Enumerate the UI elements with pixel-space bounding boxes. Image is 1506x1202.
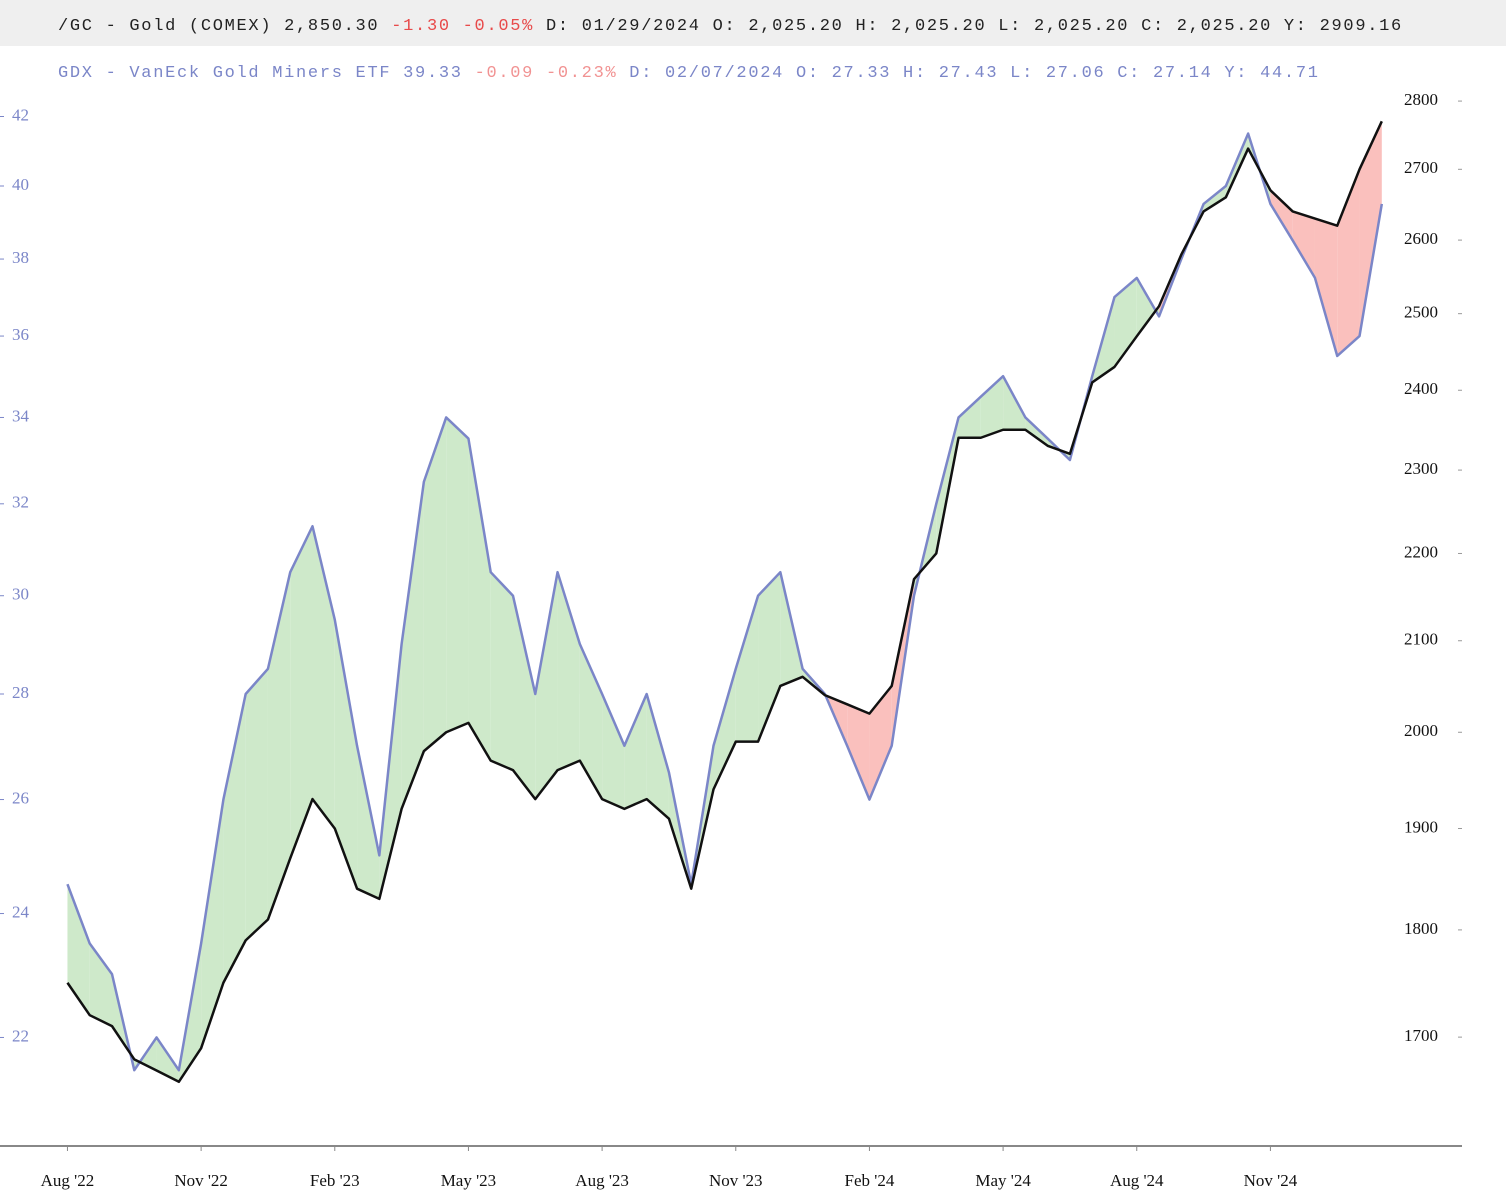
y-tick-label: 28 bbox=[12, 683, 29, 702]
series-name: /GC - Gold (COMEX) bbox=[58, 17, 272, 36]
y2-tick-label: 2400 bbox=[1404, 379, 1438, 398]
spread-fill bbox=[557, 572, 580, 771]
spread-fill bbox=[290, 526, 313, 859]
x-tick-label: Feb '24 bbox=[845, 1171, 895, 1190]
spread-fill bbox=[602, 693, 625, 809]
spread-fill bbox=[401, 481, 424, 809]
spread-fill bbox=[735, 595, 759, 742]
spread-fill bbox=[512, 595, 536, 800]
y-tick-label: 34 bbox=[12, 406, 30, 425]
spread-fill bbox=[1114, 277, 1137, 367]
y2-tick-label: 2100 bbox=[1404, 630, 1438, 649]
quote-line: GDX - VanEck Gold Miners ETF 39.33 -0.09 -0… bbox=[58, 64, 1320, 83]
y2-tick-label: 2800 bbox=[1404, 90, 1438, 109]
spread-fill bbox=[67, 884, 90, 1016]
x-tick-label: Aug '22 bbox=[41, 1171, 95, 1190]
y-tick-label: 32 bbox=[12, 493, 29, 512]
spread-fill bbox=[646, 693, 669, 819]
y-tick-label: 22 bbox=[12, 1026, 29, 1045]
series-line bbox=[66, 120, 1383, 1084]
quote-open: O: 27.33 bbox=[796, 64, 891, 83]
x-tick-label: Nov '24 bbox=[1244, 1171, 1298, 1190]
spread-fill bbox=[468, 438, 491, 761]
y2-tick-label: 2700 bbox=[1404, 158, 1438, 177]
quote-last: 2,850.30 bbox=[284, 17, 379, 36]
spread-fill bbox=[334, 619, 358, 889]
quote-change: -0.09 bbox=[475, 64, 535, 83]
spread-fill bbox=[958, 396, 981, 438]
spread-fill bbox=[1136, 277, 1160, 337]
quote-close: C: 27.14 bbox=[1117, 64, 1212, 83]
y-tick-label: 30 bbox=[12, 585, 29, 604]
quote-prev: Y: 2909.16 bbox=[1284, 17, 1403, 36]
spread-fill bbox=[357, 745, 380, 899]
spread-fill bbox=[89, 943, 113, 1027]
y-tick-label: 42 bbox=[12, 105, 29, 124]
series-name: GDX - VanEck Gold Miners ETF bbox=[58, 64, 391, 83]
spread-fill bbox=[1292, 211, 1315, 278]
spread-fill bbox=[446, 417, 469, 733]
spread-fill bbox=[156, 1037, 179, 1082]
y2-tick-label: 2200 bbox=[1404, 542, 1438, 561]
spread-fill bbox=[1314, 218, 1338, 356]
quote-low: L: 27.06 bbox=[1010, 64, 1105, 83]
spread-fill bbox=[201, 799, 224, 1049]
x-tick-label: Aug '23 bbox=[575, 1171, 629, 1190]
quote-change-pct: -0.23% bbox=[546, 64, 617, 83]
spread-fill bbox=[1270, 190, 1293, 241]
quote-high: H: 2,025.20 bbox=[855, 17, 986, 36]
spread-fill bbox=[312, 526, 335, 829]
y-tick-label: 38 bbox=[12, 248, 29, 267]
quote-prev: Y: 44.71 bbox=[1224, 64, 1319, 83]
spread-fill bbox=[847, 704, 870, 800]
spread-fill bbox=[267, 572, 291, 920]
y2-tick-label: 2300 bbox=[1404, 459, 1438, 478]
x-tick-label: May '24 bbox=[975, 1171, 1031, 1190]
spread-fill bbox=[713, 668, 736, 790]
quote-change-pct: -0.05% bbox=[463, 17, 534, 36]
spread-fill bbox=[1337, 169, 1360, 356]
spread-fill bbox=[423, 417, 447, 752]
spread-fill bbox=[869, 685, 892, 800]
quote-low: L: 2,025.20 bbox=[998, 17, 1129, 36]
spread-fill bbox=[624, 693, 647, 809]
y-tick-label: 40 bbox=[12, 175, 29, 194]
spread-fill bbox=[245, 668, 268, 941]
x-tick-label: Feb '23 bbox=[310, 1171, 360, 1190]
y2-tick-label: 1900 bbox=[1404, 817, 1438, 836]
spread-fill bbox=[535, 572, 558, 800]
x-tick-label: Nov '22 bbox=[174, 1171, 228, 1190]
y-tick-label: 26 bbox=[12, 788, 29, 807]
quote-date: D: 02/07/2024 bbox=[629, 64, 784, 83]
quote-close: C: 2,025.20 bbox=[1141, 17, 1272, 36]
quote-last: 39.33 bbox=[403, 64, 463, 83]
quote-change: -1.30 bbox=[391, 17, 451, 36]
y2-tick-label: 1800 bbox=[1404, 919, 1438, 938]
quote-open: O: 2,025.20 bbox=[713, 17, 844, 36]
spread-fill bbox=[1359, 121, 1382, 337]
x-tick-label: Nov '23 bbox=[709, 1171, 763, 1190]
spread-fill bbox=[1203, 186, 1226, 212]
quote-date: D: 01/29/2024 bbox=[546, 17, 701, 36]
x-tick-label: May '23 bbox=[441, 1171, 496, 1190]
y2-tick-label: 2500 bbox=[1404, 303, 1438, 322]
spread-fill bbox=[1025, 417, 1048, 446]
spread-fill bbox=[223, 693, 246, 983]
y2-tick-label: 1700 bbox=[1404, 1026, 1438, 1045]
quote-high: H: 27.43 bbox=[903, 64, 998, 83]
x-tick-label: Aug '24 bbox=[1110, 1171, 1164, 1190]
y2-tick-label: 2000 bbox=[1404, 721, 1438, 740]
y2-tick-label: 2600 bbox=[1404, 229, 1438, 248]
series-line bbox=[66, 132, 1384, 1072]
spread-fill bbox=[1003, 376, 1026, 430]
header-bar bbox=[0, 0, 1506, 46]
y-tick-label: 24 bbox=[12, 902, 30, 921]
quote-line: /GC - Gold (COMEX) 2,850.30 -1.30 -0.05% D: … bbox=[58, 17, 1403, 36]
spread-fill bbox=[490, 572, 513, 771]
y-tick-label: 36 bbox=[12, 325, 29, 344]
